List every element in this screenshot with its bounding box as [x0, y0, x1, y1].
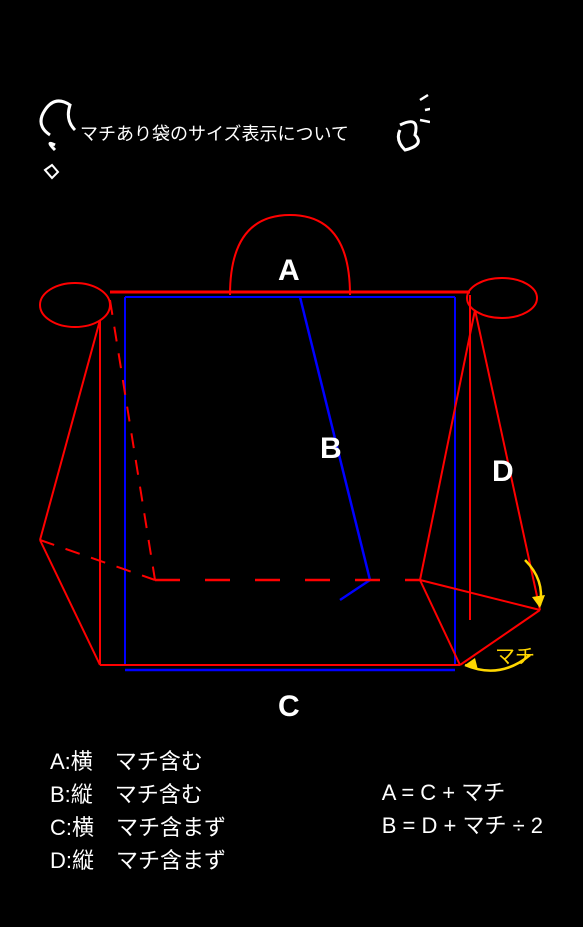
- legend-c: C:横 マチ含まず: [50, 811, 226, 844]
- legend: A:横 マチ含む B:縦 マチ含む C:横 マチ含まず D:縦 マチ含まず: [50, 745, 226, 877]
- label-a: A: [278, 254, 300, 288]
- title-text: マチあり袋のサイズ表示について: [80, 120, 349, 146]
- legend-d: D:縦 マチ含まず: [50, 844, 226, 877]
- formulas: A = C + マチ B = D + マチ ÷ 2: [382, 776, 543, 842]
- formula-2: B = D + マチ ÷ 2: [382, 809, 543, 842]
- formula-1: A = C + マチ: [382, 776, 543, 809]
- label-d: D: [492, 455, 514, 489]
- label-machi: マチ: [495, 640, 535, 669]
- label-b: B: [320, 432, 342, 466]
- legend-b: B:縦 マチ含む: [50, 778, 226, 811]
- label-c: C: [278, 690, 300, 724]
- legend-a: A:横 マチ含む: [50, 745, 226, 778]
